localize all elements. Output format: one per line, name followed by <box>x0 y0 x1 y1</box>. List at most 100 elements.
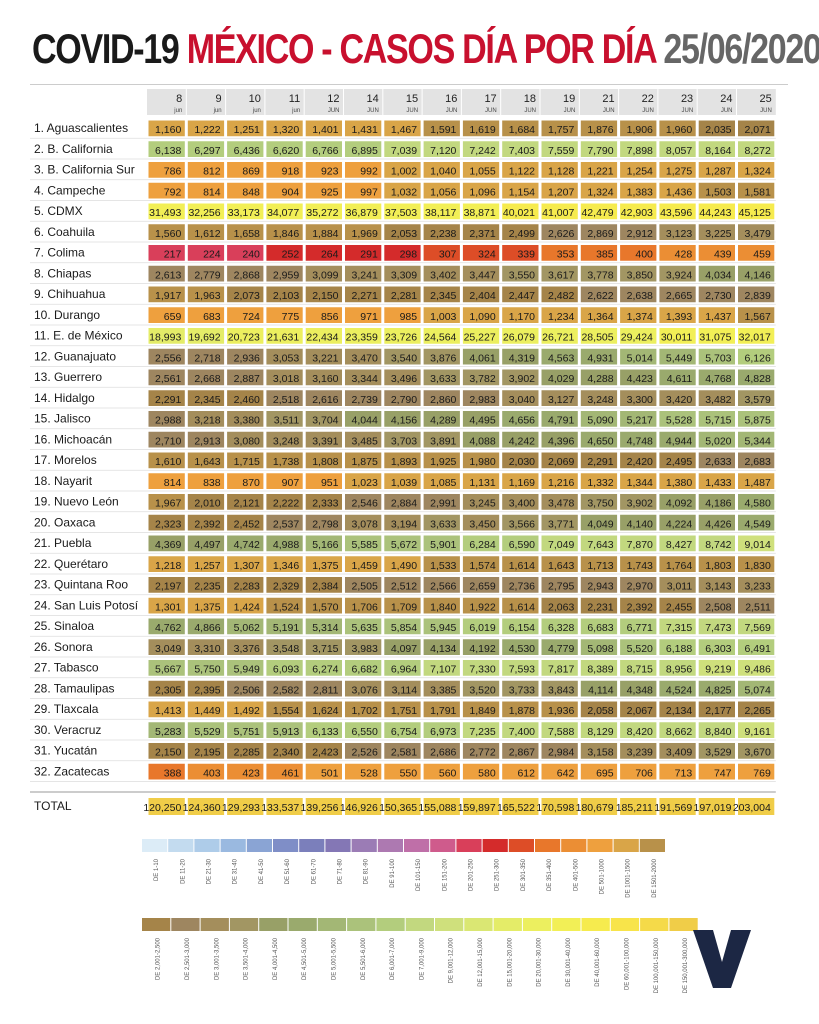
cell-color <box>384 743 421 759</box>
cell-value: 1,967 <box>155 498 181 510</box>
cell-color <box>345 763 382 780</box>
cell-value: 6,126 <box>745 352 771 364</box>
state-label: 2. B. California <box>34 142 113 156</box>
cell-value: 3,310 <box>194 643 220 655</box>
legend-label: DE 501-1000 <box>600 858 606 894</box>
cell-value: 4,611 <box>667 373 693 385</box>
cell-value: 3,402 <box>430 269 456 281</box>
cell-value: 18,993 <box>149 332 181 344</box>
cell-value: 1,032 <box>391 186 417 198</box>
cell-color <box>187 348 225 365</box>
cell-color <box>384 639 421 655</box>
cell-value: 2,884 <box>391 498 417 510</box>
cell-color <box>738 369 775 386</box>
cell-value: 985 <box>400 311 418 323</box>
cell-color <box>227 286 264 303</box>
cell-value: 724 <box>242 311 260 323</box>
legend-swatch <box>288 918 317 931</box>
cell-color <box>305 348 342 365</box>
cell-color <box>580 224 618 240</box>
cell-value: 2,238 <box>430 228 456 240</box>
cell-value: 2,991 <box>430 498 456 510</box>
cell-color <box>384 722 421 738</box>
cell-value: 8,662 <box>666 726 692 738</box>
cell-color <box>423 120 460 137</box>
cell-color <box>580 328 618 344</box>
cell-color <box>580 577 618 593</box>
cell-value: 1,307 <box>234 560 260 572</box>
cell-color <box>541 743 578 759</box>
cell-color <box>148 162 185 178</box>
cell-value: 3,540 <box>391 352 417 364</box>
cell-value: 2,988 <box>155 415 181 427</box>
cell-color <box>345 203 382 220</box>
cell-color <box>423 722 460 738</box>
cell-color <box>384 348 421 365</box>
cell-color <box>541 639 578 655</box>
cell-color <box>541 514 578 531</box>
cell-color <box>659 680 696 697</box>
cell-color <box>266 597 303 614</box>
legend-swatch <box>493 918 522 931</box>
cell-color <box>266 286 303 303</box>
legend-swatch <box>535 839 561 852</box>
cell-value: 7,569 <box>745 622 771 634</box>
cell-value: 2,455 <box>666 601 692 613</box>
cell-value: 2,665 <box>666 290 692 302</box>
legend-label: DE 15,001-20,000 <box>507 937 513 986</box>
cell-value: 1,320 <box>273 124 299 136</box>
cell-color <box>659 182 696 199</box>
cell-value: 2,392 <box>627 601 653 613</box>
cell-value: 2,710 <box>155 435 181 447</box>
cell-color <box>738 535 775 552</box>
cell-color <box>266 203 303 220</box>
legend-swatch <box>200 918 229 931</box>
cell-color <box>659 452 696 469</box>
cell-color <box>659 286 696 303</box>
cell-color <box>462 763 500 780</box>
cell-value: 918 <box>282 166 300 178</box>
cell-color <box>187 763 225 780</box>
cell-value: 3,143 <box>705 581 731 593</box>
cell-color <box>423 411 460 427</box>
cell-color <box>345 265 382 282</box>
cell-value: 848 <box>242 186 260 198</box>
cell-value: 2,071 <box>745 124 771 136</box>
cell-value: 3,876 <box>430 352 456 364</box>
cell-value: 812 <box>203 166 221 178</box>
cell-value: 7,107 <box>430 664 456 676</box>
cell-value: 2,668 <box>194 373 220 385</box>
legend-label: DE 5,001-5,500 <box>331 937 337 980</box>
cell-value: 1,324 <box>745 166 771 178</box>
legend-swatch <box>610 918 640 931</box>
cell-color <box>659 265 696 282</box>
cell-value: 307 <box>439 249 457 261</box>
publisher-logo <box>693 930 751 988</box>
cell-value: 3,127 <box>548 394 574 406</box>
cell-color <box>266 743 303 759</box>
cell-value: 1,503 <box>705 186 731 198</box>
cell-color <box>187 618 225 635</box>
cell-color <box>148 328 185 344</box>
cell-color <box>620 514 657 531</box>
cell-value: 8,956 <box>666 664 692 676</box>
cell-color <box>580 514 618 531</box>
cell-color <box>423 535 460 552</box>
cell-color <box>227 535 264 552</box>
cell-color <box>227 763 264 780</box>
cell-value: 642 <box>557 767 575 779</box>
cell-value: 26,079 <box>503 332 535 344</box>
cell-color <box>345 411 382 427</box>
column-month-25: JUN <box>760 108 772 114</box>
cell-color <box>580 369 618 386</box>
cell-color <box>345 680 382 697</box>
cell-color <box>305 722 342 738</box>
cell-value: 461 <box>282 767 300 779</box>
cell-value: 19,692 <box>188 332 220 344</box>
cell-value: 2,231 <box>587 601 613 613</box>
cell-value: 2,638 <box>627 290 653 302</box>
cell-value: 3,470 <box>352 352 378 364</box>
cell-value: 4,369 <box>155 539 181 551</box>
cell-value: 5,020 <box>705 435 731 447</box>
cell-color <box>462 328 500 344</box>
